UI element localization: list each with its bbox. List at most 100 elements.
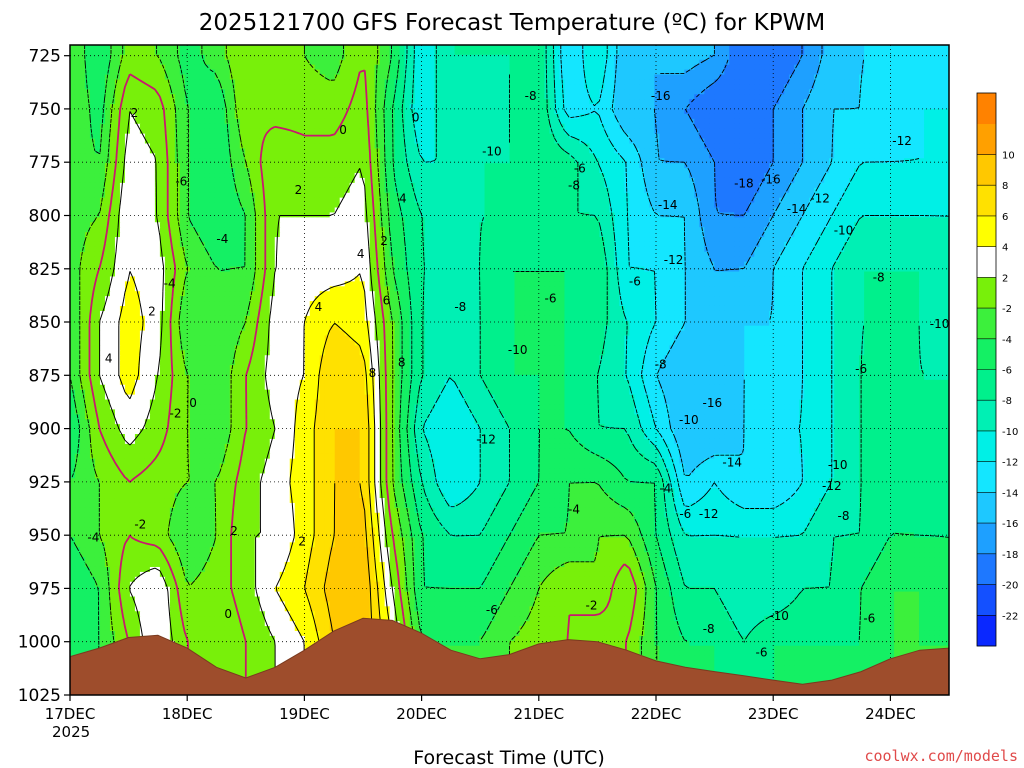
temperature-cell (809, 55, 815, 61)
temperature-cell (844, 70, 850, 76)
temperature-cell (270, 178, 276, 184)
temperature-cell (619, 89, 625, 95)
temperature-cell (694, 45, 700, 51)
temperature-cell (914, 173, 920, 179)
temperature-cell (170, 50, 176, 56)
temperature-cell (360, 148, 366, 154)
temperature-cell (564, 89, 570, 95)
temperature-cell (80, 94, 86, 100)
temperature-cell (904, 153, 910, 159)
temperature-cell (410, 79, 416, 85)
temperature-cell (539, 124, 545, 130)
temperature-cell (924, 70, 930, 76)
temperature-cell (574, 104, 580, 110)
temperature-cell (879, 65, 885, 71)
temperature-cell (80, 114, 86, 120)
temperature-cell (644, 94, 650, 100)
temperature-cell (829, 94, 835, 100)
temperature-cell (280, 50, 286, 56)
temperature-cell (544, 163, 550, 169)
temperature-cell (844, 158, 850, 164)
temperature-cell (295, 134, 301, 140)
temperature-cell (519, 109, 525, 115)
temperature-cell (250, 60, 256, 66)
temperature-cell (200, 134, 206, 140)
temperature-cell (799, 84, 805, 90)
temperature-cell (674, 129, 680, 135)
temperature-cell (789, 143, 795, 149)
temperature-cell (714, 134, 720, 140)
temperature-cell (624, 94, 630, 100)
temperature-cell (549, 45, 555, 51)
temperature-cell (514, 45, 520, 51)
temperature-cell (340, 173, 346, 179)
temperature-cell (864, 79, 870, 85)
temperature-cell (924, 45, 930, 51)
temperature-cell (894, 173, 900, 179)
temperature-cell (634, 75, 640, 81)
temperature-cell (934, 129, 940, 135)
temperature-cell (470, 60, 476, 66)
temperature-cell (804, 65, 810, 71)
temperature-cell (679, 163, 685, 169)
temperature-cell (519, 114, 525, 120)
temperature-cell (874, 70, 880, 76)
temperature-cell (285, 45, 291, 51)
temperature-cell (879, 104, 885, 110)
temperature-cell (699, 119, 705, 125)
temperature-cell (420, 119, 426, 125)
temperature-cell (924, 168, 930, 174)
temperature-cell (450, 168, 456, 174)
temperature-cell (360, 99, 366, 105)
temperature-cell (849, 163, 855, 169)
temperature-cell (854, 148, 860, 154)
temperature-cell (689, 75, 695, 81)
temperature-cell (734, 70, 740, 76)
temperature-cell (275, 79, 281, 85)
temperature-cell (495, 104, 501, 110)
temperature-cell (759, 94, 765, 100)
temperature-cell (889, 75, 895, 81)
temperature-cell (350, 60, 356, 66)
temperature-cell (305, 129, 311, 135)
temperature-cell (819, 114, 825, 120)
temperature-cell (799, 89, 805, 95)
temperature-cell (859, 168, 865, 174)
temperature-cell (415, 148, 421, 154)
temperature-cell (75, 104, 81, 110)
temperature-cell (185, 50, 191, 56)
temperature-cell (739, 45, 745, 51)
temperature-cell (774, 143, 780, 149)
temperature-cell (844, 143, 850, 149)
temperature-cell (225, 163, 231, 169)
temperature-cell (514, 60, 520, 66)
temperature-cell (909, 84, 915, 90)
temperature-cell (290, 139, 296, 145)
temperature-cell (554, 60, 560, 66)
temperature-cell (355, 114, 361, 120)
temperature-cell (155, 119, 161, 125)
temperature-cell (445, 89, 451, 95)
temperature-cell (724, 75, 730, 81)
temperature-cell (544, 79, 550, 85)
temperature-cell (395, 109, 401, 115)
temperature-cell (529, 163, 535, 169)
temperature-cell (335, 109, 341, 115)
temperature-cell (225, 168, 231, 174)
temperature-cell (290, 65, 296, 71)
temperature-cell (405, 55, 411, 61)
temperature-cell (145, 158, 151, 164)
temperature-cell (744, 153, 750, 159)
temperature-cell (814, 119, 820, 125)
temperature-cell (679, 168, 685, 174)
temperature-cell (355, 104, 361, 110)
temperature-cell (355, 134, 361, 140)
temperature-cell (519, 163, 525, 169)
temperature-cell (210, 168, 216, 174)
temperature-cell (919, 114, 925, 120)
temperature-cell (215, 158, 221, 164)
temperature-cell (405, 60, 411, 66)
temperature-cell (240, 143, 246, 149)
temperature-cell (729, 70, 735, 76)
temperature-cell (624, 173, 630, 179)
